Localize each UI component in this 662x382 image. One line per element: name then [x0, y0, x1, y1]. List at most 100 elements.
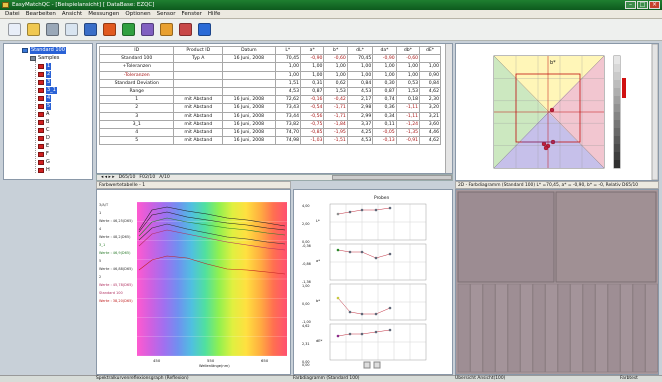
tree-item-8[interactable]: C	[38, 127, 50, 134]
spectral-curve[interactable]	[138, 223, 286, 245]
profile-point[interactable]	[374, 330, 378, 334]
standard-swatch[interactable]	[457, 191, 555, 283]
sample-swatch[interactable]	[457, 283, 471, 373]
profile-point[interactable]	[348, 210, 352, 214]
table-row[interactable]: 3_1 mit Abstand 16 Juni, 2008 73,82 -0,75 -1,…	[98, 119, 441, 129]
sample-swatch[interactable]	[607, 283, 621, 373]
profile-point[interactable]	[348, 332, 352, 336]
tab-0[interactable]: D65/10	[118, 175, 136, 180]
column-header[interactable]: L*	[274, 45, 302, 56]
column-header[interactable]: dL*	[346, 45, 374, 56]
table-row[interactable]: Standard Deviation 1,51 0,31 0,62 0,84 0,30 0,…	[98, 78, 441, 88]
tree-item-0[interactable]: 1	[38, 63, 52, 70]
sample-swatch[interactable]	[532, 283, 546, 373]
sample-swatch[interactable]	[595, 283, 608, 373]
tree-item-7[interactable]: B	[38, 119, 49, 126]
toolbar-button-9[interactable]	[177, 21, 194, 38]
tab-navigation-arrows[interactable]: ◂ ◂ ▸ ▸	[101, 175, 115, 180]
standard-swatch[interactable]	[555, 191, 657, 283]
sample-swatch[interactable]	[545, 283, 558, 373]
diagram-scrollbar[interactable]	[651, 43, 659, 181]
toolbar-button-7[interactable]	[139, 21, 156, 38]
profile-point[interactable]	[388, 252, 392, 256]
profile-point[interactable]	[360, 332, 364, 336]
sample-swatch[interactable]	[507, 283, 521, 373]
sample-swatch[interactable]	[495, 283, 508, 373]
tree-item-10[interactable]: E	[38, 143, 49, 150]
toolbar-button-6[interactable]	[120, 21, 137, 38]
profile-point[interactable]	[348, 250, 352, 254]
tree-item-11[interactable]: F	[38, 151, 49, 158]
column-header[interactable]: ID	[98, 45, 175, 56]
spectral-curve[interactable]	[138, 217, 286, 237]
toolbar-button-5[interactable]	[101, 21, 118, 38]
spectral-curve[interactable]	[138, 255, 286, 275]
profile-point[interactable]	[336, 334, 340, 338]
sample-swatch[interactable]	[470, 283, 483, 373]
next-page-button[interactable]	[373, 361, 381, 369]
prev-page-button[interactable]	[363, 361, 371, 369]
toolbar-button-1[interactable]	[25, 21, 42, 38]
column-header[interactable]: da*	[372, 45, 397, 56]
spectral-curve[interactable]	[138, 206, 286, 231]
table-row[interactable]: 4 mit Abstand 16 Juni, 2008 74,70 -0,85 -1,95…	[98, 127, 441, 138]
sample-swatch[interactable]	[482, 283, 496, 373]
table-scrollbar[interactable]	[445, 44, 452, 173]
menu-2[interactable]: Ansicht	[61, 11, 83, 17]
tab-1[interactable]: F02/10	[139, 175, 156, 180]
sample-swatch[interactable]	[645, 283, 658, 373]
profile-point[interactable]	[388, 206, 392, 210]
table-row[interactable]: 2 mit Abstand 16 Juni, 2008 73,43 -0,54 -1,71…	[98, 103, 441, 113]
tree-item-5[interactable]: 5	[38, 103, 52, 110]
menu-7[interactable]: Hilfe	[207, 11, 221, 17]
minimize-button[interactable]: –	[625, 1, 636, 9]
column-header[interactable]: b*	[323, 45, 348, 56]
toolbar-button-4[interactable]	[82, 21, 99, 38]
sample-swatch[interactable]	[520, 283, 533, 373]
profile-point[interactable]	[336, 212, 340, 216]
profile-point[interactable]	[336, 248, 340, 252]
tree-item-6[interactable]: A	[38, 111, 49, 118]
menu-0[interactable]: Datei	[5, 11, 20, 17]
table-row[interactable]: Standard 100 Typ A 16 Juni, 2008 70,45 -0,90…	[98, 54, 441, 64]
table-row[interactable]: Range 4,53 0,87 1,53 4,53 0,87 1,53 4,62	[98, 86, 441, 97]
tree-item-2[interactable]: 3	[38, 79, 52, 86]
sample-point[interactable]	[549, 107, 555, 113]
column-header[interactable]: db*	[395, 45, 421, 56]
profile-point[interactable]	[360, 250, 364, 254]
menu-4[interactable]: Optionen	[125, 11, 151, 17]
column-header[interactable]: dE*	[419, 45, 441, 56]
profile-point[interactable]	[336, 296, 340, 300]
table-horizontal-scrollbar[interactable]	[332, 175, 452, 180]
table-row[interactable]: -Toleranzen 1,00 1,00 1,00 1,00 1,00 1,00 0,90	[98, 70, 441, 80]
tree-item-12[interactable]: G	[38, 159, 50, 166]
tab-2[interactable]: A/10	[159, 175, 170, 180]
toolbar-button-3[interactable]	[63, 21, 80, 38]
tree-item-1[interactable]: 2	[38, 71, 52, 78]
sample-swatch[interactable]	[632, 283, 646, 373]
maximize-button[interactable]: □	[637, 1, 648, 9]
profile-point[interactable]	[374, 256, 378, 260]
profile-point[interactable]	[360, 312, 364, 316]
menu-1[interactable]: Bearbeiten	[25, 11, 56, 17]
column-header[interactable]: Datum	[222, 45, 276, 56]
spectral-curve[interactable]	[138, 211, 286, 233]
profile-point[interactable]	[360, 208, 364, 212]
toolbar-button-10[interactable]	[196, 21, 213, 38]
sample-swatch[interactable]	[620, 283, 633, 373]
sample-point[interactable]	[543, 145, 549, 151]
column-header[interactable]: a*	[300, 45, 325, 56]
toolbar-button-0[interactable]	[6, 21, 23, 38]
table-row[interactable]: 3 mit Abstand 16 Juni, 2008 73,44 -0,56 -1,71…	[98, 111, 441, 121]
menu-6[interactable]: Fenster	[181, 11, 202, 17]
menu-5[interactable]: Sensor	[156, 11, 176, 17]
table-row[interactable]: 1 mit Abstand 16 Juni, 2008 72,62 -0,16 -0,42…	[98, 95, 441, 105]
tree-item-4[interactable]: 4	[38, 95, 52, 102]
spectral-curve[interactable]	[138, 229, 286, 251]
sample-swatch[interactable]	[557, 283, 571, 373]
toolbar-button-2[interactable]	[44, 21, 61, 38]
sample-swatch[interactable]	[582, 283, 596, 373]
profile-point[interactable]	[348, 310, 352, 314]
column-header[interactable]: Product ID	[173, 45, 224, 56]
project-tree[interactable]: Standard 100 Samples 1 2 3 3_1 4 5 A B C D E F G H	[3, 43, 93, 180]
